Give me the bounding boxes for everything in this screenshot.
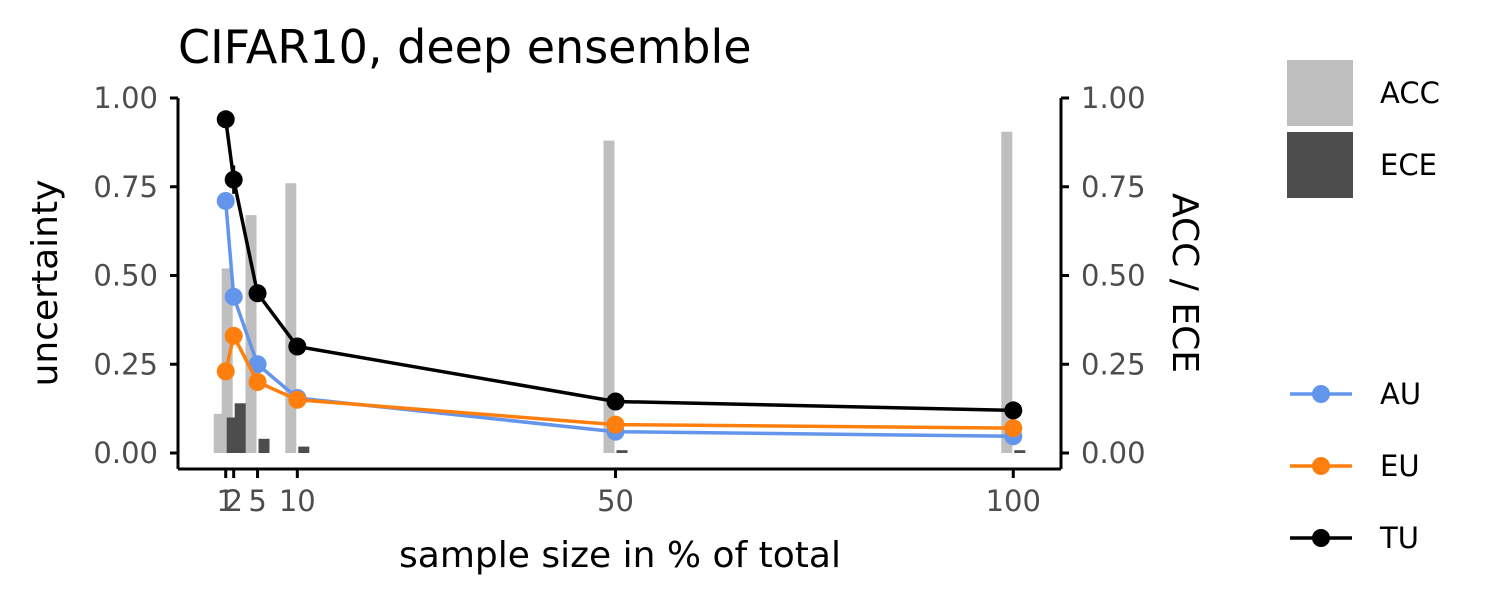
point-eu (224, 326, 243, 345)
y-axis-title: uncertainty (25, 180, 66, 387)
y2-tick-label: 0.00 (1081, 436, 1146, 470)
series-line-au (223, 200, 1014, 439)
y-tick-label: 0.25 (93, 347, 158, 381)
bar-acc (603, 140, 615, 453)
x-tick-label: 5 (248, 484, 266, 518)
point-tu (248, 284, 267, 303)
legend-key-acc (1287, 60, 1353, 126)
legend-key-point-eu (1312, 457, 1330, 475)
x-tick-label: 100 (986, 484, 1041, 518)
point-tu (606, 392, 625, 411)
point-eu (216, 362, 235, 381)
x-tick-label: 10 (279, 484, 316, 518)
legend-label-au: AU (1380, 377, 1421, 411)
chart-title: CIFAR10, deep ensemble (178, 20, 752, 74)
point-eu (288, 390, 307, 409)
bar-acc (1001, 131, 1013, 453)
point-au (248, 355, 267, 374)
point-eu (248, 373, 267, 391)
bar-acc (213, 413, 225, 453)
legend-key-ece (1287, 132, 1353, 198)
y2-tick-label: 1.00 (1081, 81, 1146, 115)
point-tu (1004, 401, 1023, 420)
y-tick-label: 1.00 (93, 81, 158, 115)
legend: ACC ECE AU EU TU (1287, 60, 1440, 555)
bar-ece (226, 417, 238, 453)
point-au (216, 191, 235, 210)
y-tick-label: 0.75 (93, 170, 158, 204)
legend-label-tu: TU (1379, 521, 1419, 555)
series-line-eu (223, 330, 1014, 430)
point-au (224, 287, 243, 306)
legend-label-acc: ACC (1380, 76, 1440, 110)
bar-acc (285, 183, 297, 453)
y-tick-label: 0.50 (93, 259, 158, 293)
bar-ece (234, 403, 246, 453)
legend-key-point-tu (1312, 529, 1330, 547)
x-tick-label: 2 (224, 484, 242, 518)
bar-ece (298, 446, 310, 453)
bar-ece (1014, 450, 1026, 453)
line-layer (216, 110, 1023, 446)
y2-tick-label: 0.75 (1081, 170, 1146, 204)
legend-label-ece: ECE (1380, 148, 1437, 182)
y-tick-label: 0.00 (93, 436, 158, 470)
y2-tick-label: 0.25 (1081, 347, 1146, 381)
legend-label-eu: EU (1380, 449, 1420, 483)
legend-key-point-au (1312, 385, 1330, 403)
point-tu (216, 110, 235, 129)
series-line-tu (223, 119, 1014, 413)
bar-ece (258, 438, 270, 453)
bar-ece (616, 450, 628, 453)
point-tu (224, 170, 243, 189)
point-eu (1004, 419, 1023, 438)
point-eu (606, 415, 625, 434)
x-tick-label: 50 (597, 484, 634, 518)
bar-acc (245, 215, 257, 453)
axes (176, 98, 1063, 471)
point-tu (288, 337, 307, 356)
y2-tick-label: 0.50 (1081, 259, 1146, 293)
x-axis-title: sample size in % of total (399, 535, 841, 576)
tick-layer: 0.00 0.25 0.50 0.75 1.00 0.00 0.25 0.50 0.75 1.00… (93, 81, 1145, 518)
x-tick-label: 1 (217, 484, 235, 518)
y2-axis-title: ACC / ECE (1164, 193, 1205, 373)
